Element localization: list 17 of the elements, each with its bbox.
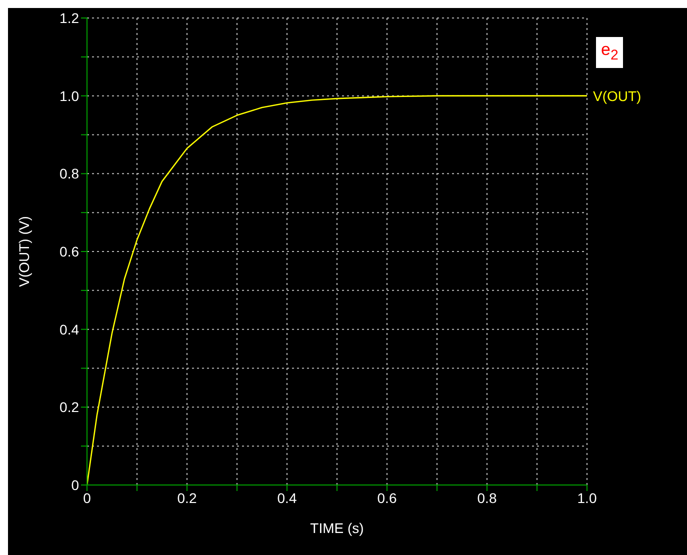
text: e$_{2}$ [596, 37, 624, 68]
y-tick-label: 1.0 [60, 88, 80, 104]
x-tick-label: 0.2 [177, 490, 197, 506]
series-label: V(OUT) [593, 88, 642, 104]
x-tick-label: 0.8 [477, 490, 497, 506]
x-tick-label: 0.6 [377, 490, 397, 506]
x-tick-label: 0 [83, 490, 92, 506]
x-axis-title: TIME (s) [310, 520, 364, 536]
y-tick-label: 0.4 [60, 321, 80, 338]
y-axis-title: V(OUT) (V) [16, 216, 32, 287]
y-tick-label: 1.2 [60, 10, 80, 26]
y-tick-label: 0.6 [60, 243, 80, 260]
y-tick-label: 0.2 [60, 399, 80, 416]
y-tick-label: 0 [71, 476, 80, 493]
x-tick-label: 1.0 [577, 490, 597, 506]
x-tick-label: 0.4 [277, 490, 297, 506]
y-tick-label: 0.8 [60, 166, 80, 182]
